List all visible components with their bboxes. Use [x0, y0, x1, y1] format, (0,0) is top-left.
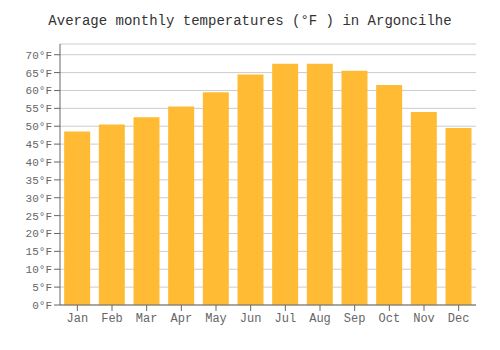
svg-text:Aug: Aug [309, 312, 331, 326]
svg-text:40°F: 40°F [26, 157, 52, 169]
svg-text:Mar: Mar [136, 312, 158, 326]
svg-text:45°F: 45°F [26, 139, 52, 151]
svg-text:35°F: 35°F [26, 175, 52, 187]
svg-text:0°F: 0°F [32, 300, 52, 312]
svg-text:70°F: 70°F [26, 50, 52, 62]
svg-text:25°F: 25°F [26, 211, 52, 223]
svg-text:Feb: Feb [101, 312, 123, 326]
svg-text:50°F: 50°F [26, 121, 52, 133]
svg-text:60°F: 60°F [26, 85, 52, 97]
svg-text:10°F: 10°F [26, 264, 52, 276]
svg-text:May: May [205, 312, 227, 326]
svg-text:Apr: Apr [171, 312, 193, 326]
svg-text:Sep: Sep [344, 312, 366, 326]
svg-text:Oct: Oct [379, 312, 401, 326]
svg-text:65°F: 65°F [26, 68, 52, 80]
svg-text:Dec: Dec [448, 312, 470, 326]
svg-text:30°F: 30°F [26, 193, 52, 205]
svg-text:15°F: 15°F [26, 246, 52, 258]
svg-text:Jul: Jul [275, 312, 297, 326]
svg-text:5°F: 5°F [32, 282, 52, 294]
html-text:Average monthly temperatures (: Average monthly temperatures (°F ) in Ar… [48, 13, 452, 29]
svg-text:Nov: Nov [413, 312, 435, 326]
svg-text:Jan: Jan [67, 312, 89, 326]
svg-text:Jun: Jun [240, 312, 262, 326]
svg-text:20°F: 20°F [26, 228, 52, 240]
svg-text:55°F: 55°F [26, 103, 52, 115]
